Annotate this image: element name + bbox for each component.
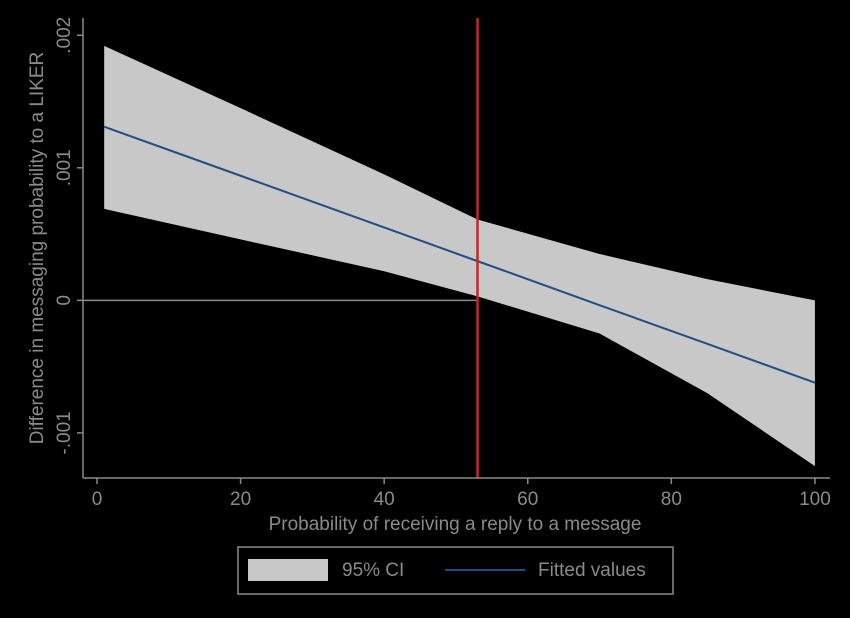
- y-tick-label: .001: [54, 149, 75, 186]
- x-tick-label: 40: [374, 489, 395, 510]
- y-tick-label: -.001: [54, 411, 75, 454]
- ci-band: [104, 45, 815, 467]
- legend-swatch: [248, 559, 328, 581]
- x-tick-label: 0: [92, 489, 103, 510]
- x-axis-label: Probability of receiving a reply to a me…: [269, 514, 642, 535]
- legend-label: Fitted values: [538, 560, 646, 581]
- legend-label: 95% CI: [342, 560, 404, 581]
- x-tick-label: 80: [661, 489, 682, 510]
- y-tick-label: 0: [54, 295, 75, 306]
- x-tick-label: 60: [517, 489, 538, 510]
- y-tick-label: .002: [54, 17, 75, 54]
- y-axis-label: Difference in messaging probability to a…: [27, 52, 48, 445]
- fitted-line: [103, 125, 816, 384]
- x-tick-label: 20: [230, 489, 251, 510]
- x-tick-label: 100: [799, 489, 831, 510]
